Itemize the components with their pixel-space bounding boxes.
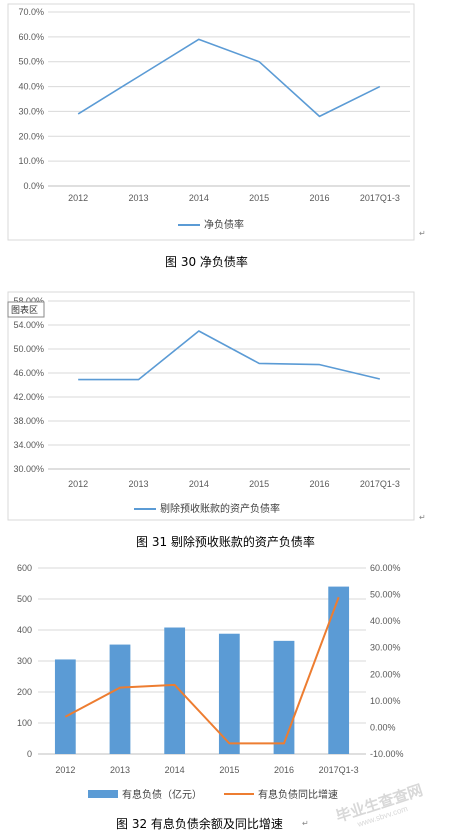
y-tick-label-left: 0 xyxy=(27,749,32,759)
y-tick-label: 10.0% xyxy=(18,156,44,166)
chart-area-tag-label: 图表区 xyxy=(11,304,38,316)
x-tick-label: 2012 xyxy=(55,765,75,775)
legend: 净负债率 xyxy=(178,218,244,231)
y-tick-label-right: 30.00% xyxy=(370,643,401,653)
y-tick-label-right: 40.00% xyxy=(370,616,401,626)
series-line-growth xyxy=(64,596,340,745)
x-tick-label: 2015 xyxy=(249,193,269,203)
y-tick-label-right: 10.00% xyxy=(370,696,401,706)
figure-caption-30: 图 30 净负债率 xyxy=(165,254,248,269)
chart-net-debt-ratio: 0.0%10.0%20.0%30.0%40.0%50.0%60.0%70.0% … xyxy=(7,3,415,241)
y-tick-label-left: 500 xyxy=(17,594,32,604)
bar xyxy=(164,627,186,754)
return-mark: ↵ xyxy=(302,819,309,828)
y-tick-label: 50.0% xyxy=(18,57,44,67)
y-tick-label-right: 20.00% xyxy=(370,669,401,679)
x-tick-label: 2014 xyxy=(165,765,185,775)
y-tick-label: 42.00% xyxy=(13,392,44,402)
chart-border xyxy=(7,3,415,241)
chart-debt-ratio-ex-advance: 30.00% 34.00% 38.00% 42.00% 46.00% 50.00% 54.0… xyxy=(7,291,415,521)
x-tick-label: 2013 xyxy=(128,479,148,489)
y-tick-label-left: 400 xyxy=(17,625,32,635)
figure-caption-32: 图 32 有息负债余额及同比增速 xyxy=(116,816,283,831)
y-tick-label: 38.00% xyxy=(13,416,44,426)
y-tick-label: 30.0% xyxy=(18,106,44,116)
x-tick-label: 2014 xyxy=(189,479,209,489)
x-tick-label: 2016 xyxy=(274,765,294,775)
x-tick-label: 2013 xyxy=(128,193,148,203)
x-tick-label: 2017Q1-3 xyxy=(319,765,359,775)
legend: 剔除预收账款的资产负债率 xyxy=(134,502,280,515)
chart-interest-bearing-debt: 0 100 200 300 400 500 600 -10.00% 0.00% 10.00% 20… xyxy=(17,563,404,801)
legend-label-net-debt: 净负债率 xyxy=(204,218,244,231)
y-tick-label-left: 600 xyxy=(17,563,32,573)
x-tick-label: 2017Q1-3 xyxy=(360,479,400,489)
chart-border xyxy=(7,291,415,521)
y-tick-label-right: 60.00% xyxy=(370,563,401,573)
legend: 有息负债（亿元） 有息负债同比增速 xyxy=(88,788,338,801)
y-tick-label: 54.00% xyxy=(13,320,44,330)
y-tick-label: 20.0% xyxy=(18,131,44,141)
x-tick-label: 2012 xyxy=(68,479,88,489)
chart-area-tag-box xyxy=(7,301,45,318)
return-mark: ↵ xyxy=(419,229,426,238)
y-tick-label: 70.0% xyxy=(18,7,44,17)
y-tick-label-left: 300 xyxy=(17,656,32,666)
legend-label-debt-ratio: 剔除预收账款的资产负债率 xyxy=(160,502,280,515)
y-tick-label: 0.0% xyxy=(23,181,44,191)
y-tick-label: 60.0% xyxy=(18,32,44,42)
y-tick-label-right: -10.00% xyxy=(370,749,404,759)
bar xyxy=(273,640,295,754)
series-line xyxy=(77,38,381,118)
y-tick-label: 34.00% xyxy=(13,440,44,450)
bar xyxy=(328,586,350,754)
bar xyxy=(109,644,131,754)
return-mark: ↵ xyxy=(419,513,426,522)
legend-swatch-debt xyxy=(88,790,118,798)
y-tick-label-left: 200 xyxy=(17,687,32,697)
x-tick-label: 2016 xyxy=(309,193,329,203)
y-tick-label-left: 100 xyxy=(17,718,32,728)
x-tick-label: 2015 xyxy=(219,765,239,775)
bar xyxy=(54,659,76,754)
x-tick-label: 2015 xyxy=(249,479,269,489)
chart-area-tag: 图表区 xyxy=(7,301,45,318)
figure-caption-31: 图 31 剔除预收账款的资产负债率 xyxy=(136,534,315,549)
x-tick-label: 2016 xyxy=(309,479,329,489)
y-tick-label: 46.00% xyxy=(13,368,44,378)
watermark-logo: 毕业生查查网 www.sbvv.com xyxy=(334,781,425,829)
x-tick-label: 2013 xyxy=(110,765,130,775)
y-tick-label: 40.0% xyxy=(18,82,44,92)
y-tick-label-right: 50.00% xyxy=(370,590,401,600)
y-tick-label: 58.00% xyxy=(13,296,44,306)
bar xyxy=(218,633,240,754)
legend-label-debt: 有息负债（亿元） xyxy=(122,788,202,801)
y-tick-label: 50.00% xyxy=(13,344,44,354)
y-tick-label-right: 0.00% xyxy=(370,722,396,732)
series-line xyxy=(78,330,381,381)
x-tick-label: 2014 xyxy=(189,193,209,203)
x-tick-label: 2017Q1-3 xyxy=(360,193,400,203)
legend-label-growth: 有息负债同比增速 xyxy=(258,788,338,801)
x-tick-label: 2012 xyxy=(68,193,88,203)
y-tick-label: 30.00% xyxy=(13,464,44,474)
